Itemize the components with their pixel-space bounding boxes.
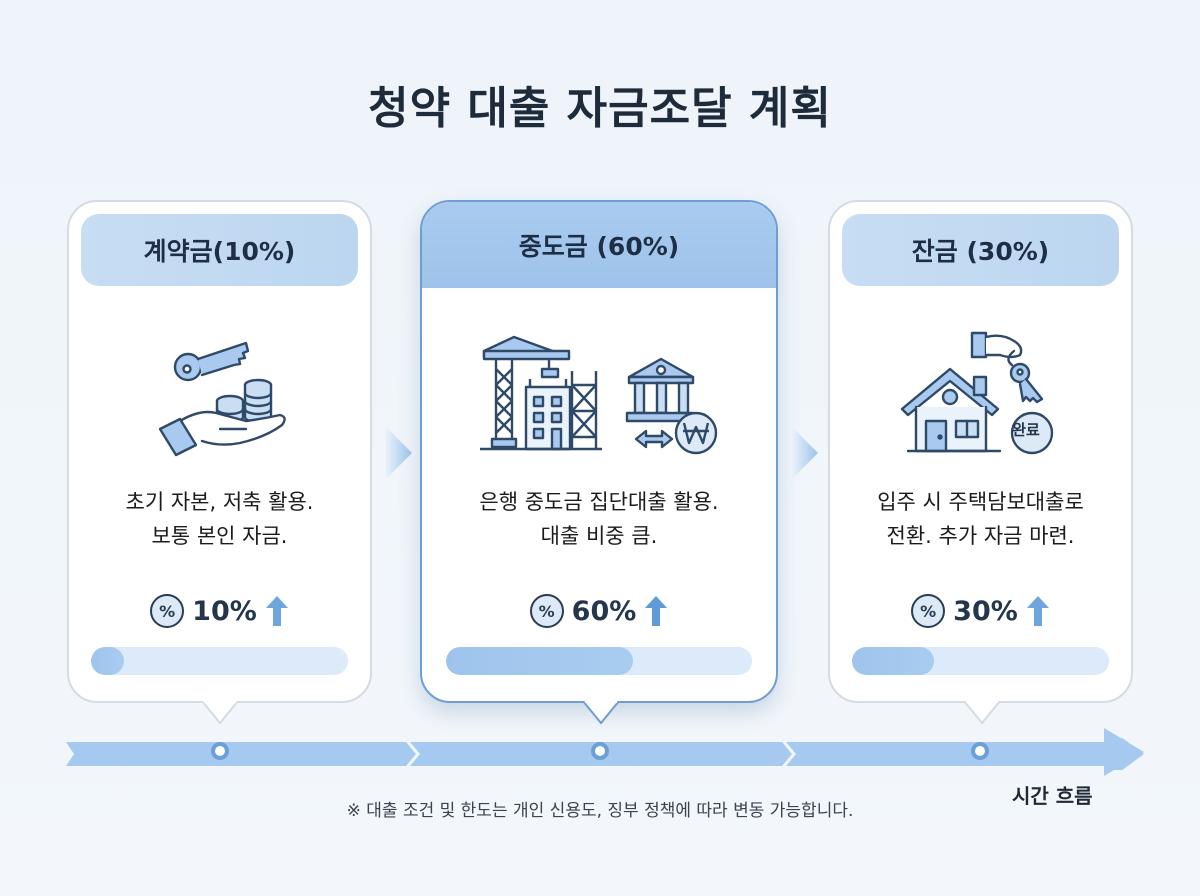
desc-line: 대출 비중 큼.: [540, 524, 658, 548]
percent-icon: %: [529, 594, 564, 628]
page-title: 청약 대출 자금조달 계획: [368, 83, 832, 134]
desc-line: 보통 본인 자금.: [151, 524, 288, 548]
percent-value: 60%: [571, 595, 637, 627]
card-header: 계약금(10%): [81, 214, 358, 286]
stage-card-interim-payment: 중도금 (60%): [420, 200, 778, 725]
card-description: 은행 중도금 집단대출 활용. 대출 비중 큼.: [422, 485, 776, 553]
callout-pointer: [202, 701, 238, 725]
timeline-arrowhead: [1104, 728, 1144, 776]
card-description: 입주 시 주택담보대출로 전환. 추가 자금 마련.: [830, 485, 1131, 553]
progress-bar: [852, 647, 1109, 675]
card-description: 초기 자본, 저축 활용. 보통 본인 자금.: [69, 485, 370, 553]
timeline-label: 시간 흐름: [1012, 784, 1093, 808]
timeline-marker: [591, 742, 609, 760]
progress-bar: [446, 647, 752, 675]
footnote: ※ 대출 조건 및 한도는 개인 신용도, 징부 정책에 따라 변동 가능합니다…: [346, 801, 854, 821]
desc-line: 입주 시 주택담보대출로: [877, 490, 1084, 514]
timeline-marker: [971, 742, 989, 760]
construction-bank-won-icon: [422, 324, 776, 464]
percent-value: 10%: [192, 595, 257, 627]
callout-pointer: [583, 701, 619, 725]
percentage-row: % 10%: [69, 594, 370, 628]
chevron-right-icon: [792, 427, 818, 479]
desc-line: 전환. 추가 자금 마련.: [886, 524, 1075, 548]
arrow-up-icon: [1026, 596, 1049, 626]
percent-icon: %: [150, 594, 185, 628]
completion-badge: 완료: [1012, 421, 1040, 439]
percent-value: 30%: [953, 595, 1018, 627]
callout-pointer: [964, 701, 1000, 725]
arrow-up-icon: [645, 596, 668, 626]
card-header: 잔금 (30%): [842, 214, 1119, 286]
percent-icon: %: [911, 594, 946, 628]
desc-line: 은행 중도금 집단대출 활용.: [479, 490, 719, 514]
card-header: 중도금 (60%): [422, 202, 776, 288]
progress-fill: [91, 647, 125, 675]
timeline-marker: [211, 742, 229, 760]
arrow-up-icon: [265, 596, 288, 626]
progress-fill: [446, 647, 633, 675]
stage-card-down-payment: 계약금(10%) 초기 자본, 저축 활용. 보통 본인 자금.: [67, 200, 372, 725]
house-key-complete-icon: [830, 324, 1131, 464]
chevron-right-icon: [386, 427, 412, 479]
progress-fill: [852, 647, 935, 675]
hand-coins-key-icon: [69, 324, 370, 464]
stage-card-balance-payment: 잔금 (30%) 완료 입주 시 주택담보대출로 전환. 추가 자금 마련.: [828, 200, 1133, 725]
percentage-row: % 30%: [830, 594, 1131, 628]
progress-bar: [91, 647, 348, 675]
desc-line: 초기 자본, 저축 활용.: [125, 490, 314, 514]
percentage-row: % 60%: [422, 594, 776, 628]
